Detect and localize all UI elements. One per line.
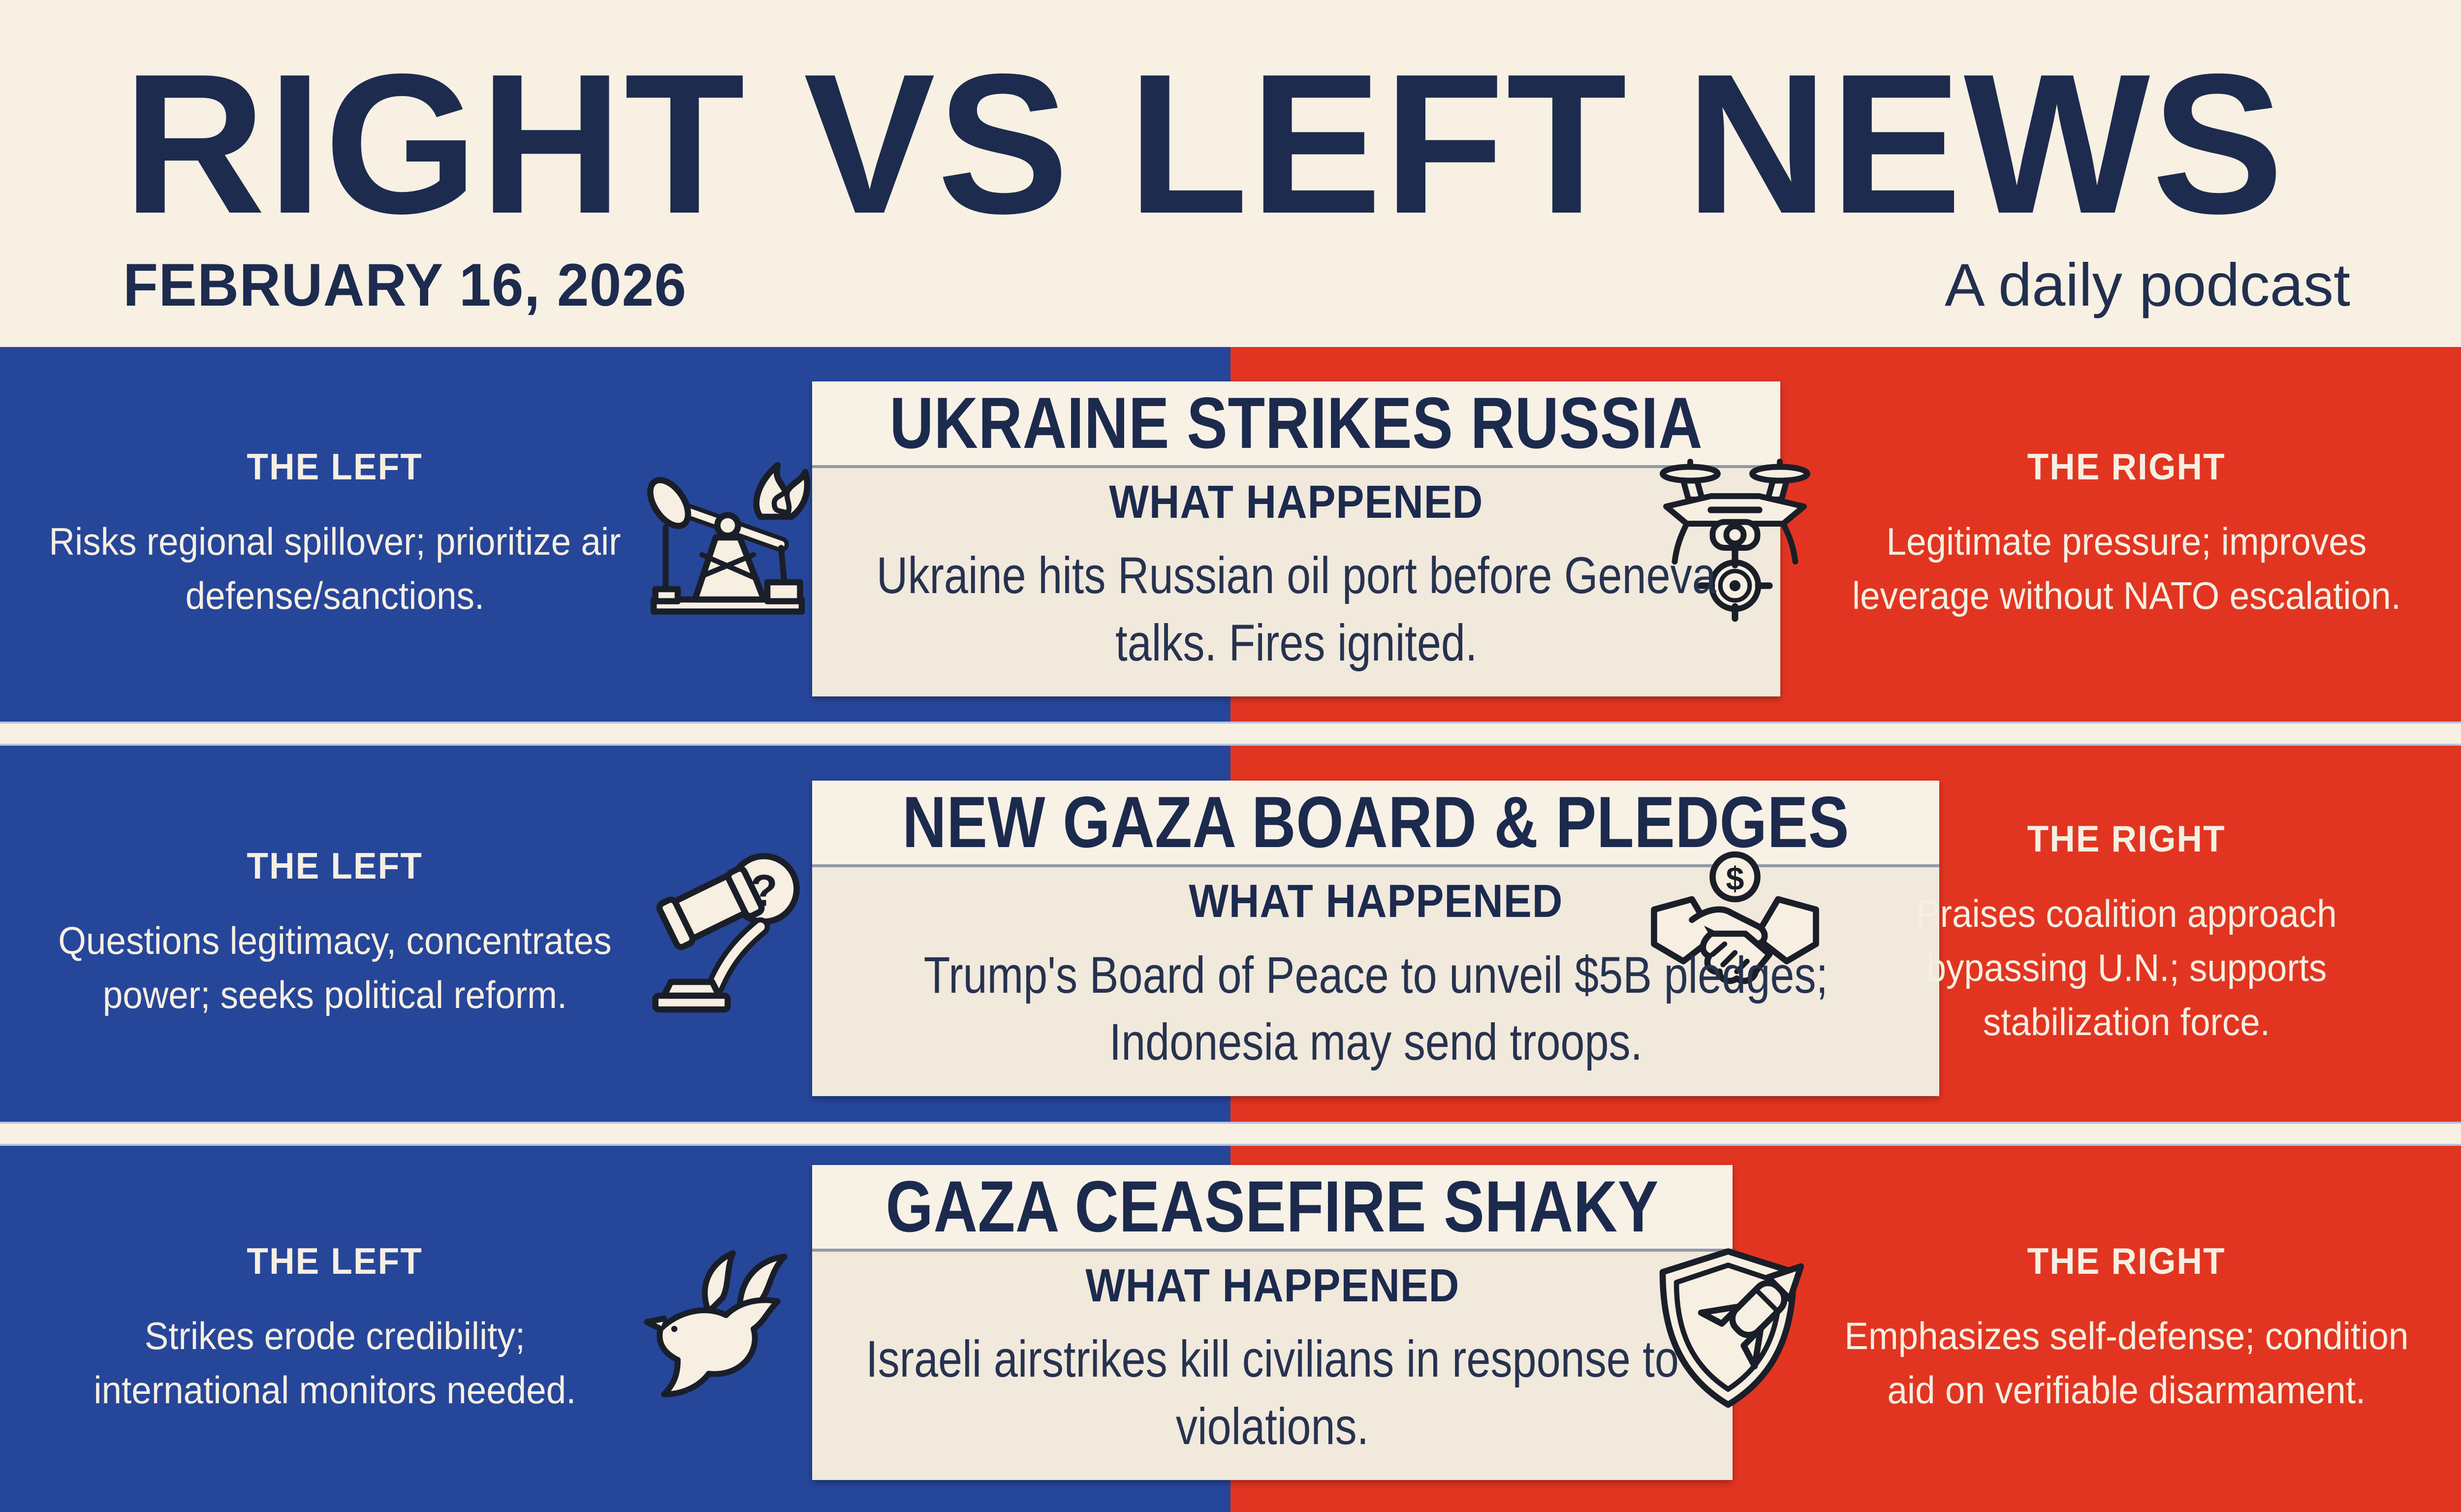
right-heading: THE RIGHT bbox=[2027, 1240, 2226, 1282]
what-happened-label: WHAT HAPPENED bbox=[1109, 475, 1483, 528]
left-panel: THE LEFT Questions legitimacy, concentra… bbox=[0, 746, 812, 1121]
right-heading: THE RIGHT bbox=[2027, 445, 2226, 487]
story-body: WHAT HAPPENED Israeli airstrikes kill ci… bbox=[812, 1252, 1733, 1480]
drone-target-icon bbox=[1649, 445, 1821, 623]
handshake-dollar-icon: $ bbox=[1649, 845, 1821, 1022]
date-label: FEBRUARY 16, 2026 bbox=[123, 251, 687, 319]
what-happened-text: Trump's Board of Peace to unveil $5B ple… bbox=[923, 946, 1828, 1071]
right-panel: THE RIGHT Legitimate pressure; improves … bbox=[1649, 347, 2461, 722]
row-divider bbox=[0, 722, 2461, 746]
right-heading: THE RIGHT bbox=[2027, 818, 2226, 860]
right-take: THE RIGHT Legitimate pressure; improves … bbox=[1821, 445, 2431, 623]
what-happened-label: WHAT HAPPENED bbox=[1189, 875, 1563, 928]
what-happened-label: WHAT HAPPENED bbox=[1085, 1259, 1459, 1312]
story-row-gaza-board: THE LEFT Questions legitimacy, concentra… bbox=[0, 746, 2461, 1122]
what-happened-text: Israeli airstrikes kill civilians in res… bbox=[865, 1330, 1679, 1455]
left-panel: THE LEFT Risks regional spillover; prior… bbox=[0, 347, 812, 722]
right-take: THE RIGHT Emphasizes self-defense; condi… bbox=[1821, 1240, 2431, 1418]
left-heading: THE LEFT bbox=[247, 1240, 423, 1282]
oil-pumpjack-flame-icon bbox=[640, 445, 812, 623]
story-card: UKRAINE STRIKES RUSSIA WHAT HAPPENED Ukr… bbox=[812, 347, 1780, 722]
left-take-text: Risks regional spillover; prioritize air… bbox=[49, 520, 621, 617]
left-take: THE LEFT Questions legitimacy, concentra… bbox=[30, 845, 640, 1022]
right-take-text: Legitimate pressure; improves leverage w… bbox=[1852, 520, 2401, 617]
left-take-text: Strikes erode credibility; international… bbox=[93, 1315, 576, 1412]
story-card: GAZA CEASEFIRE SHAKY WHAT HAPPENED Israe… bbox=[812, 1146, 1733, 1512]
header-subrow: FEBRUARY 16, 2026 A daily podcast bbox=[123, 250, 2350, 319]
dove-icon bbox=[640, 1240, 812, 1418]
story-headline-band: NEW GAZA BOARD & PLEDGES bbox=[812, 781, 1940, 868]
story-body: WHAT HAPPENED Ukraine hits Russian oil p… bbox=[812, 468, 1780, 697]
left-heading: THE LEFT bbox=[247, 445, 423, 487]
story-body: WHAT HAPPENED Trump's Board of Peace to … bbox=[812, 867, 1939, 1096]
page-title: RIGHT VS LEFT NEWS bbox=[123, 32, 2286, 255]
story-headline: NEW GAZA BOARD & PLEDGES bbox=[902, 782, 1850, 863]
left-take-text: Questions legitimacy, concentrates power… bbox=[58, 920, 612, 1017]
shield-rocket-icon bbox=[1649, 1240, 1821, 1418]
left-take: THE LEFT Risks regional spillover; prior… bbox=[30, 445, 640, 623]
right-take-text: Praises coalition approach bypassing U.N… bbox=[1916, 893, 2337, 1044]
right-take-text: Emphasizes self-defense; condition aid o… bbox=[1844, 1315, 2409, 1412]
gavel-question-icon: ? bbox=[640, 845, 812, 1022]
story-card: NEW GAZA BOARD & PLEDGES WHAT HAPPENED T… bbox=[812, 746, 1940, 1121]
podcast-tagline: A daily podcast bbox=[1944, 251, 2350, 319]
header: RIGHT VS LEFT NEWS FEBRUARY 16, 2026 A d… bbox=[0, 0, 2461, 347]
right-take: THE RIGHT Praises coalition approach byp… bbox=[1821, 818, 2431, 1049]
dollar-glyph: $ bbox=[1726, 861, 1744, 897]
story-headline-band: UKRAINE STRIKES RUSSIA bbox=[812, 381, 1780, 468]
left-heading: THE LEFT bbox=[247, 845, 423, 887]
what-happened-text: Ukraine hits Russian oil port before Gen… bbox=[876, 547, 1716, 672]
story-row-ceasefire: THE LEFT Strikes erode credibility; inte… bbox=[0, 1145, 2461, 1512]
story-headline-band: GAZA CEASEFIRE SHAKY bbox=[812, 1165, 1733, 1252]
story-row-ukraine: THE LEFT Risks regional spillover; prior… bbox=[0, 346, 2461, 722]
right-panel: THE RIGHT Emphasizes self-defense; condi… bbox=[1649, 1146, 2461, 1512]
card-ukraine: UKRAINE STRIKES RUSSIA WHAT HAPPENED Ukr… bbox=[812, 381, 1780, 697]
card-ceasefire: GAZA CEASEFIRE SHAKY WHAT HAPPENED Israe… bbox=[812, 1165, 1733, 1480]
row-divider bbox=[0, 1121, 2461, 1146]
story-headline: UKRAINE STRIKES RUSSIA bbox=[889, 382, 1703, 464]
story-headline: GAZA CEASEFIRE SHAKY bbox=[885, 1166, 1659, 1247]
left-panel: THE LEFT Strikes erode credibility; inte… bbox=[0, 1146, 812, 1512]
left-take: THE LEFT Strikes erode credibility; inte… bbox=[30, 1240, 640, 1418]
right-panel: $ THE RIGHT Praises coalition approach b… bbox=[1649, 746, 2461, 1121]
